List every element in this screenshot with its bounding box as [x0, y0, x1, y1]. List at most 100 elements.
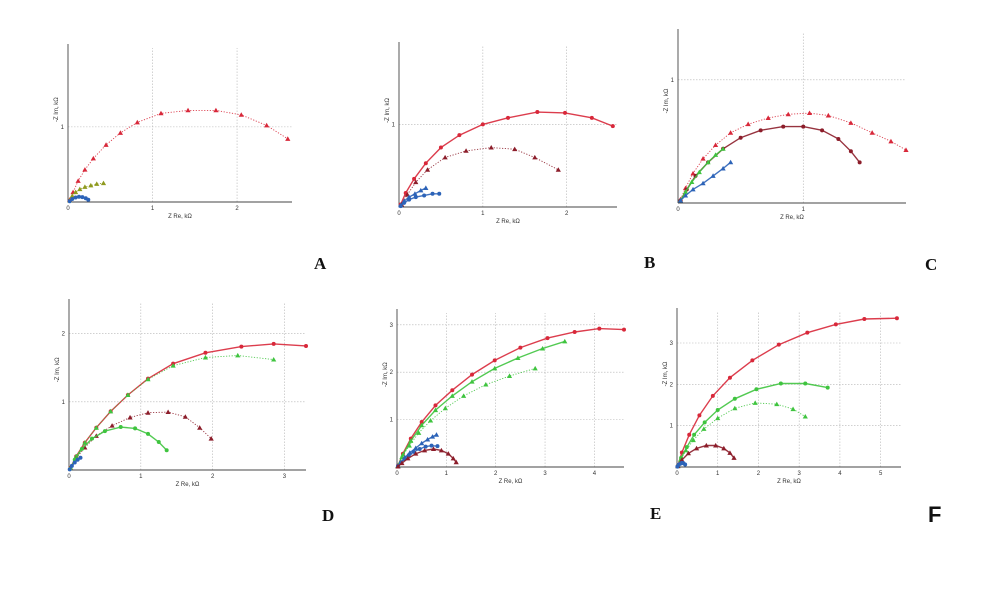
data-point-triangle [208, 436, 214, 441]
panel-letter-b: B [644, 253, 655, 272]
data-point-triangle [170, 363, 176, 368]
data-point-triangle [483, 381, 489, 387]
data-point-circle [69, 463, 74, 468]
data-point-circle [778, 381, 783, 386]
data-point-triangle [690, 186, 696, 192]
panel-letter-c: C [925, 255, 937, 274]
data-point-triangle [82, 184, 88, 189]
data-point-circle [683, 462, 688, 467]
data-point-triangle [429, 434, 436, 439]
x-tick-label: 1 [716, 471, 720, 477]
series-line [677, 382, 828, 467]
data-point-triangle [285, 136, 291, 141]
data-point-triangle [532, 365, 538, 371]
series-line [70, 411, 212, 469]
data-point-circle [67, 467, 72, 472]
data-point-circle [702, 420, 707, 425]
data-point-triangle [705, 159, 711, 165]
data-point-triangle [682, 193, 689, 198]
data-point-circle [836, 136, 841, 141]
data-point-triangle [806, 110, 813, 116]
y-tick-label: 2 [670, 382, 674, 388]
data-point-triangle [413, 445, 419, 450]
data-point-circle [563, 110, 568, 115]
x-tick-label: 0 [676, 207, 680, 213]
data-point-circle [133, 426, 138, 431]
data-point-triangle [413, 451, 419, 456]
data-point-circle [118, 425, 123, 430]
data-point-triangle [515, 355, 521, 360]
data-point-triangle [512, 146, 518, 152]
data-point-circle [687, 432, 692, 437]
data-point-circle [430, 191, 435, 196]
data-point-triangle [264, 122, 270, 128]
data-point-circle [597, 326, 602, 331]
data-point-triangle [424, 167, 431, 172]
series-line [69, 343, 307, 469]
data-point-circle [535, 110, 540, 115]
data-point-circle [857, 160, 862, 165]
data-point-circle [754, 387, 759, 392]
data-point-circle [146, 431, 150, 436]
data-point-triangle [202, 354, 209, 360]
x-tick-label: 2 [757, 471, 761, 477]
data-point-circle [438, 145, 443, 150]
data-point-triangle [790, 406, 796, 412]
data-point-circle [803, 381, 808, 386]
x-tick-label: 2 [211, 474, 215, 480]
data-point-circle [86, 197, 91, 202]
data-point-circle [710, 393, 715, 398]
data-point-triangle [165, 409, 171, 415]
series-line [677, 317, 897, 467]
y-tick-label: 1 [390, 418, 394, 424]
data-point-circle [715, 407, 720, 412]
x-tick-label: 0 [397, 211, 401, 217]
data-point-triangle [412, 191, 418, 196]
series-line [397, 448, 457, 468]
data-point-circle [417, 446, 422, 451]
data-point-circle [72, 460, 77, 465]
data-point-triangle [690, 437, 696, 443]
data-point-circle [407, 197, 412, 202]
data-point-triangle [461, 393, 467, 398]
data-point-triangle [182, 414, 188, 419]
data-point-triangle [127, 414, 133, 420]
y-axis-label: -Z Im, kΩ [664, 88, 670, 113]
data-point-triangle [727, 450, 733, 455]
x-tick-label: 3 [283, 474, 287, 480]
x-axis-label: Z Re, kΩ [499, 479, 523, 485]
x-tick-label: 4 [838, 471, 842, 477]
panel-letter-a: A [314, 254, 327, 273]
data-point-triangle [848, 120, 854, 125]
x-tick-label: 0 [66, 206, 70, 212]
data-point-circle [894, 316, 899, 321]
x-axis-label: Z Re, kΩ [176, 482, 200, 488]
data-point-circle [73, 195, 78, 200]
data-point-circle [413, 195, 418, 200]
data-point-triangle [185, 107, 191, 113]
panel-letter-e: E [650, 504, 661, 523]
data-point-triangle [433, 432, 440, 437]
data-point-triangle [423, 185, 429, 190]
data-point-circle [433, 403, 438, 408]
data-point-triangle [442, 154, 448, 160]
data-point-circle [450, 388, 455, 393]
data-point-triangle [450, 455, 456, 461]
data-point-triangle [90, 155, 96, 161]
data-point-triangle [69, 193, 75, 198]
data-point-circle [589, 115, 594, 120]
data-point-triangle [720, 165, 726, 171]
series-line [680, 112, 907, 200]
data-point-circle [78, 455, 83, 460]
panel-c: 0 1 1 Z Re, kΩ -Z Im, kΩ [664, 29, 909, 221]
data-point-triangle [405, 455, 411, 461]
data-point-triangle [109, 423, 115, 428]
data-point-triangle [134, 119, 140, 125]
data-point-triangle [721, 445, 727, 451]
data-point-triangle [77, 186, 83, 192]
data-point-circle [848, 149, 853, 154]
data-point-triangle [700, 180, 706, 186]
data-point-triangle [238, 112, 244, 117]
data-point-circle [684, 445, 689, 450]
data-point-triangle [903, 147, 909, 152]
